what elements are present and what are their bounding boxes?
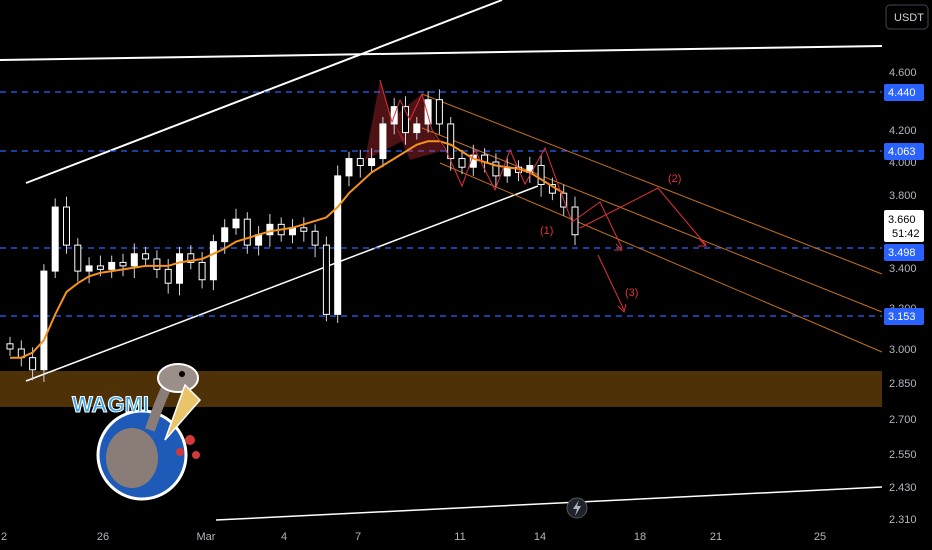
y-tick-label: 3.000	[889, 344, 917, 356]
candle-body	[402, 106, 409, 134]
moving-average-line	[10, 140, 565, 359]
candle-body	[356, 158, 364, 166]
annotation-3: (3)	[625, 287, 638, 299]
lightning-icon[interactable]	[566, 497, 588, 519]
x-tick-label: 21	[710, 531, 722, 543]
candle-body	[119, 261, 127, 267]
svg-text:3.498: 3.498	[888, 247, 916, 259]
bottom-support-line[interactable]	[215, 486, 883, 521]
candle-body	[334, 175, 342, 315]
y-tick-label: 3.800	[889, 190, 917, 202]
projection-path-2	[571, 201, 623, 249]
y-tick-label: 4.600	[889, 67, 917, 79]
annotation-1: (1)	[540, 225, 553, 237]
y-tick-label: 2.550	[889, 449, 917, 461]
candle-body	[153, 258, 161, 270]
horizontal-resistance-line[interactable]	[0, 45, 883, 61]
x-tick-label: 11	[454, 531, 465, 543]
candle-body	[40, 270, 48, 371]
candle-body	[537, 164, 545, 186]
x-tick-label: 25	[814, 531, 826, 543]
candle-body	[198, 261, 206, 281]
x-axis-ticks: 2 26 Mar 4 7 11 14 18 21 25	[1, 531, 826, 543]
candle-body	[322, 244, 330, 315]
y-tick-label: 2.430	[889, 482, 917, 494]
candle-body	[221, 227, 229, 243]
x-tick-label: 18	[634, 531, 646, 543]
x-tick-label: 2	[1, 531, 7, 543]
price-axis[interactable]	[882, 0, 932, 550]
candle-body	[311, 230, 319, 246]
candle-body	[266, 223, 274, 236]
candle-body	[413, 123, 421, 134]
arrowhead-2	[698, 239, 708, 247]
candle-body	[232, 218, 240, 229]
candle-body	[108, 261, 116, 270]
candle-body	[130, 253, 138, 267]
x-tick-label: 4	[281, 531, 287, 543]
svg-text:USDT: USDT	[894, 12, 924, 24]
y-tick-label: 2.310	[889, 514, 917, 526]
currency-button[interactable]: USDT	[885, 4, 929, 30]
level-badge-3498: 3.498	[884, 244, 924, 261]
candle-body	[85, 265, 93, 272]
candle-body	[96, 265, 104, 270]
svg-text:4.440: 4.440	[888, 87, 916, 99]
candle-body	[368, 158, 376, 166]
demand-zone	[0, 371, 882, 407]
y-tick-label: 2.700	[889, 414, 917, 426]
projection-path-2b	[579, 187, 707, 246]
svg-text:4.063: 4.063	[888, 146, 916, 158]
x-tick-label: 7	[355, 531, 361, 543]
candle-body	[176, 253, 183, 284]
candle-body	[164, 268, 172, 284]
projection-path-3	[597, 254, 625, 311]
candle-body	[187, 253, 195, 263]
y-tick-label: 2.850	[889, 378, 917, 390]
channel-top-line[interactable]	[421, 93, 883, 275]
svg-text:WAGMI: WAGMI	[72, 392, 149, 417]
annotation-2: (2)	[668, 173, 681, 185]
y-tick-label: 3.400	[889, 263, 917, 275]
channel-bottom-line[interactable]	[439, 162, 883, 353]
candle-body	[492, 161, 500, 177]
pattern-triangle-left	[365, 80, 405, 160]
level-badge-4440: 4.440	[884, 84, 924, 101]
wagmi-logo: WAGMI	[72, 363, 202, 501]
candle-body	[379, 123, 387, 160]
candle-body	[345, 158, 353, 177]
level-badge-3153: 3.153	[884, 308, 924, 325]
current-price-badge: 3.660 51:42	[884, 210, 924, 242]
candle-body	[74, 244, 82, 272]
svg-text:51:42: 51:42	[892, 228, 920, 240]
candle-body	[63, 206, 70, 246]
candle-body	[142, 253, 150, 260]
level-badge-4063: 4.063	[884, 143, 924, 160]
candle-body	[447, 123, 455, 160]
x-tick-label: 26	[97, 531, 109, 543]
candle-body	[424, 99, 432, 125]
candle-body	[29, 357, 37, 371]
y-tick-label: 4.200	[889, 125, 917, 137]
channel-mid-line[interactable]	[421, 127, 883, 313]
x-tick-label: 14	[534, 531, 546, 543]
candles-layer	[6, 89, 579, 382]
candle-body	[435, 99, 443, 125]
candle-body	[458, 158, 466, 168]
arrowhead-1	[614, 243, 624, 251]
svg-text:3.153: 3.153	[888, 311, 916, 323]
candle-body	[209, 241, 217, 281]
arrowhead-3	[617, 303, 627, 313]
candle-body	[6, 343, 14, 350]
candle-body	[243, 218, 251, 246]
candle-body	[300, 227, 308, 232]
x-tick-label: Mar	[197, 531, 216, 543]
lower-trendline[interactable]	[25, 185, 539, 382]
pattern-zigzag	[379, 79, 573, 223]
candle-body	[51, 206, 59, 272]
svg-text:3.660: 3.660	[888, 214, 916, 226]
